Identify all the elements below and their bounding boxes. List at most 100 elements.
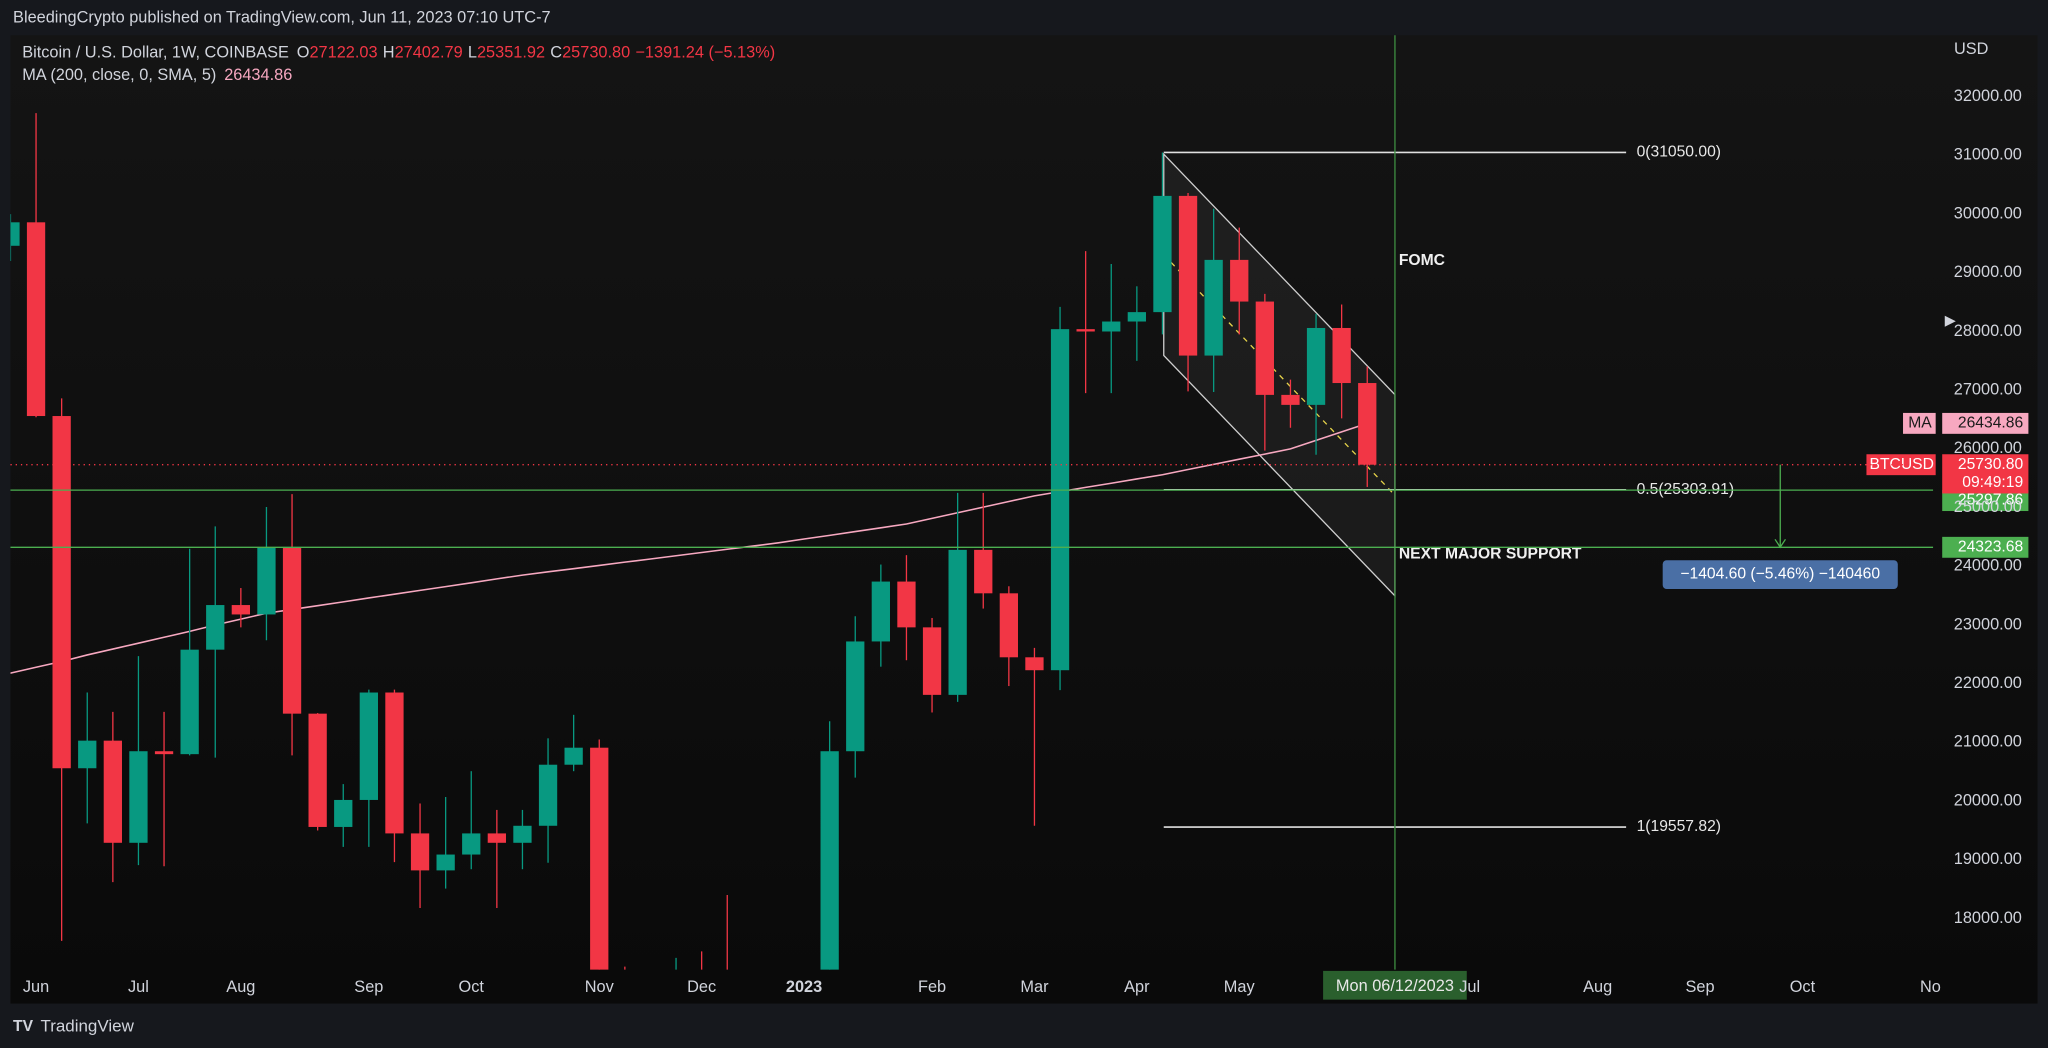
- candle-body: [308, 713, 327, 827]
- scroll-arrow[interactable]: ▶: [1945, 313, 1956, 329]
- x-tick-label: Nov: [585, 978, 615, 996]
- legend-value: 27402.79: [395, 44, 463, 62]
- y-tick-label: 28000.00: [1954, 322, 2022, 340]
- ma-line: [10, 422, 1368, 674]
- y-tick-label: 31000.00: [1954, 146, 2022, 164]
- level-tag: [1942, 536, 2029, 558]
- candle-body: [1127, 312, 1146, 322]
- legend-value: 25351.92: [477, 44, 545, 62]
- candle-body: [1076, 329, 1095, 332]
- candle-body: [1332, 327, 1351, 384]
- ma-value: 26434.86: [224, 66, 292, 84]
- price-tag-box: [1942, 454, 2029, 494]
- candle-body: [103, 740, 122, 843]
- candle-body: [78, 740, 97, 769]
- candle-body: [1025, 657, 1044, 671]
- x-tick-label: Mar: [1020, 978, 1049, 996]
- y-tick-label: 20000.00: [1954, 791, 2022, 809]
- candle-body: [180, 649, 199, 755]
- price-tag-name-box: [1866, 454, 1936, 476]
- x-tick-label: Apr: [1124, 978, 1150, 996]
- y-tick-label: 24000.00: [1954, 557, 2022, 575]
- ma-name: MA (200, close, 0, SMA, 5): [22, 66, 216, 84]
- x-tick-label: Jun: [23, 978, 49, 996]
- legend-value: 25730.80: [562, 44, 630, 62]
- legend-value: 27122.03: [309, 44, 377, 62]
- legend-key: L: [468, 44, 477, 62]
- y-tick-label: 21000.00: [1954, 733, 2022, 751]
- legend-key: C: [550, 44, 562, 62]
- candle-body: [154, 751, 174, 755]
- layer: 0(31050.00) 0.5(25303.91) 1(19557.82) Mon 0…: [10, 35, 2029, 1000]
- price-tag-countdown: 09:49:19: [1962, 474, 2023, 491]
- chart-area: [10, 35, 2038, 1004]
- candle-body: [231, 605, 250, 615]
- x-tick-label: Oct: [459, 978, 485, 996]
- crosshair-box: [1323, 970, 1467, 1000]
- level-tag-label: 24323.68: [1958, 538, 2024, 555]
- annotation: NEXT MAJOR SUPPORT: [1399, 546, 1582, 563]
- footer-logo: TV TradingView: [13, 1017, 135, 1036]
- x-tick-label: Jul: [128, 978, 149, 996]
- measure-box: [1662, 560, 1898, 589]
- candle-body: [590, 747, 609, 970]
- candle-body: [897, 581, 916, 628]
- price-tag-box: [1942, 412, 2029, 434]
- y-tick-label: 29000.00: [1954, 263, 2022, 281]
- y-tick-label: 25000.00: [1954, 498, 2022, 516]
- candle-body: [257, 547, 276, 615]
- legend-change: −1391.24 (−5.13%): [635, 44, 775, 62]
- candle-body: [846, 641, 865, 752]
- x-tick-label: Sep: [354, 978, 383, 996]
- candle-body: [436, 854, 455, 871]
- candle-body: [282, 547, 302, 714]
- candle-body: [513, 825, 532, 843]
- candle-body: [1281, 394, 1300, 405]
- candle-body: [999, 593, 1018, 658]
- x-tick-label: 2023: [786, 978, 822, 996]
- fib-label: 0.5(25303.91): [1637, 481, 1734, 498]
- candle-body: [1050, 329, 1070, 671]
- legend-key: H: [383, 44, 395, 62]
- channel-midline: [1163, 254, 1396, 496]
- candle-body: [820, 751, 839, 970]
- crosshair-label: Mon 06/12/2023: [1336, 977, 1454, 995]
- candle-body: [385, 692, 404, 834]
- candle-body: [1306, 327, 1326, 405]
- candle-body: [1230, 259, 1249, 302]
- y-tick-label: 32000.00: [1954, 87, 2022, 105]
- candle-body: [1178, 195, 1198, 356]
- legend-line: MA (200, close, 0, SMA, 5) 26434.86: [22, 66, 292, 84]
- legend-symbol: Bitcoin / U.S. Dollar, 1W, COINBASE: [22, 44, 289, 62]
- x-tick-label: Aug: [226, 978, 255, 996]
- price-tag-name: MA: [1908, 415, 1932, 432]
- candle-body: [52, 416, 71, 769]
- annotation: FOMC: [1399, 252, 1445, 269]
- candle-body: [564, 747, 583, 765]
- x-tick-label: Aug: [1583, 978, 1612, 996]
- header: BleedingCrypto published on TradingView.…: [13, 9, 551, 27]
- candle-body: [1153, 195, 1172, 313]
- candle-body: [487, 833, 506, 843]
- x-tick-label: No: [1920, 978, 1941, 996]
- candle-body: [1204, 259, 1223, 356]
- candle-body: [334, 799, 353, 827]
- candle-body: [922, 627, 942, 695]
- candle-body: [948, 549, 967, 695]
- y-tick-label: 26000.00: [1954, 439, 2022, 457]
- fib-label: 0(31050.00): [1637, 144, 1721, 161]
- y-tick-label: 30000.00: [1954, 204, 2022, 222]
- candle-body: [10, 222, 20, 246]
- y-tick-label: 19000.00: [1954, 850, 2022, 868]
- candle-body: [410, 833, 430, 871]
- price-tag-name-box: [1903, 412, 1936, 434]
- y-tick-label: 22000.00: [1954, 674, 2022, 692]
- candle-body: [129, 751, 148, 843]
- candle-body: [462, 833, 481, 855]
- candle-body: [1102, 321, 1121, 332]
- fib-label: 1(19557.82): [1637, 818, 1721, 835]
- x-tick-label: Oct: [1790, 978, 1816, 996]
- logo-mark: TV: [13, 1018, 34, 1035]
